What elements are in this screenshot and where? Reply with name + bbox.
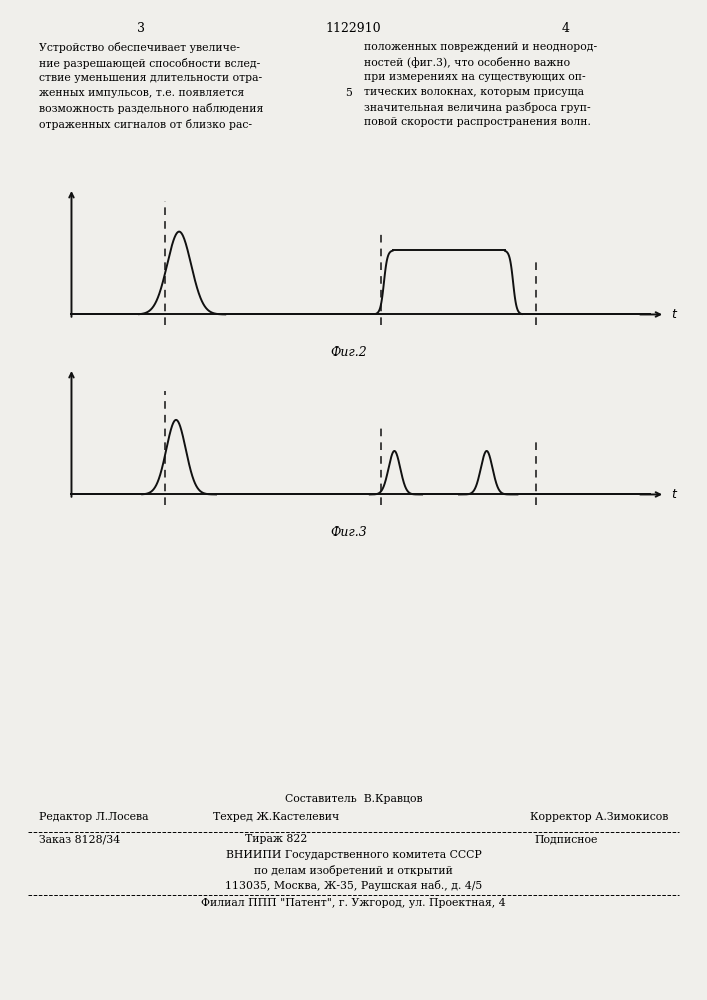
Text: 4: 4: [561, 22, 570, 35]
Text: по делам изобретений и открытий: по делам изобретений и открытий: [254, 865, 453, 876]
Text: Тираж 822: Тираж 822: [245, 834, 307, 844]
Text: $t$: $t$: [671, 488, 679, 501]
Text: Составитель  В.Кравцов: Составитель В.Кравцов: [285, 794, 422, 804]
Text: Фиг.3: Фиг.3: [330, 526, 367, 539]
Text: 3: 3: [137, 22, 146, 35]
Text: Подписное: Подписное: [534, 834, 597, 844]
Text: Редактор Л.Лосева: Редактор Л.Лосева: [39, 812, 148, 822]
Text: ВНИИПИ Государственного комитета СССР: ВНИИПИ Государственного комитета СССР: [226, 850, 481, 860]
Text: Фиг.2: Фиг.2: [330, 346, 367, 359]
Text: Корректор А.Зимокисов: Корректор А.Зимокисов: [530, 812, 668, 822]
Text: Устройство обеспечивает увеличе-
ние разрешающей способности вслед-
ствие уменьш: Устройство обеспечивает увеличе- ние раз…: [39, 42, 263, 130]
Text: 1122910: 1122910: [326, 22, 381, 35]
Text: Техред Ж.Кастелевич: Техред Ж.Кастелевич: [213, 812, 339, 822]
Text: $t$: $t$: [671, 308, 679, 321]
Text: 5: 5: [345, 88, 352, 98]
Text: положенных повреждений и неоднород-
ностей (фиг.3), что особенно важно
при измер: положенных повреждений и неоднород- ност…: [364, 42, 597, 127]
Text: Заказ 8128/34: Заказ 8128/34: [39, 834, 120, 844]
Text: Филиал ППП "Патент", г. Ужгород, ул. Проектная, 4: Филиал ППП "Патент", г. Ужгород, ул. Про…: [201, 898, 506, 908]
Text: 113035, Москва, Ж-35, Раушская наб., д. 4/5: 113035, Москва, Ж-35, Раушская наб., д. …: [225, 880, 482, 891]
